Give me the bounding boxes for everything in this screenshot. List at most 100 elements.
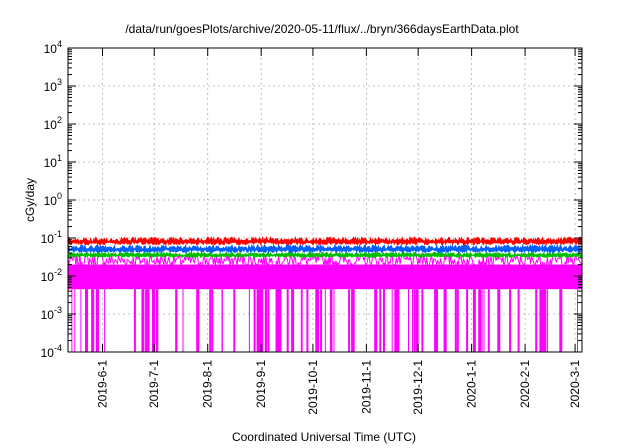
series-dropout [151, 289, 153, 352]
series-dropout [71, 289, 73, 352]
series-dropout [509, 289, 512, 352]
series-dropout [74, 289, 76, 352]
series-dropout [221, 289, 223, 352]
y-tick-label: 10-1 [41, 229, 62, 246]
x-tick-label: 2019-10-1 [306, 360, 320, 415]
x-tick-label: 2019-6-1 [95, 360, 109, 408]
series-dropout [104, 289, 106, 352]
y-axis-label: cGy/day [23, 178, 37, 222]
series-dropout [435, 289, 438, 352]
series-dropout [320, 289, 323, 352]
series-dropout [253, 289, 256, 352]
series-dropout [374, 289, 378, 352]
series-dropout [209, 289, 212, 352]
x-tick-label: 2019-9-1 [254, 360, 268, 408]
series-dropout [147, 289, 150, 352]
series-dropout [351, 289, 353, 352]
series-dropout [559, 289, 563, 352]
series-dropout [413, 289, 416, 352]
y-tick-label: 10-3 [41, 305, 62, 322]
series-dropout [348, 289, 351, 352]
y-tick-label: 104 [44, 39, 62, 56]
chart-title: /data/run/goesPlots/archive/2020-05-11/f… [125, 22, 519, 36]
y-tick-label: 102 [44, 115, 62, 132]
series-dropout [152, 289, 155, 352]
series-dropout [233, 289, 236, 352]
series-dropout [265, 289, 267, 352]
series-dropout [291, 289, 295, 352]
x-tick-label: 2020-3-1 [568, 360, 582, 408]
series-dropout [547, 289, 549, 352]
x-axis: 2019-6-1 2019-7-1 2019-8-1 2019-9-1 2019-10-… [95, 48, 582, 415]
series-dropout [379, 289, 382, 352]
series-dropout [267, 289, 270, 352]
series-dropout [421, 289, 424, 352]
y-tick-label: 10-4 [41, 343, 62, 360]
series-dropout [85, 289, 88, 352]
series-dropout [80, 289, 82, 352]
series-dropout [539, 289, 543, 352]
plot-area [67, 235, 583, 352]
series-dropout [415, 289, 419, 352]
series-dropout [145, 289, 148, 352]
x-tick-label: 2019-12-1 [411, 360, 425, 415]
x-tick-label: 2019-11-1 [359, 360, 373, 414]
y-axis: 10-4 10-3 10-2 10-1 100 101 102 103 104 [41, 39, 582, 360]
series-dropout [443, 289, 446, 352]
series-dropout [91, 289, 95, 352]
series-dropout [454, 289, 457, 352]
series-dropout [301, 289, 303, 352]
series-trace [67, 251, 583, 259]
series-dropout [155, 289, 157, 352]
series-dropout [483, 289, 485, 352]
series-dropout [156, 289, 159, 352]
series-dropout [300, 289, 302, 352]
series-dropout [466, 289, 469, 352]
series-dropout [256, 289, 259, 352]
series-dropout [535, 289, 538, 352]
series-dropout [394, 289, 398, 352]
series-line [67, 252, 583, 269]
series-dropout [577, 289, 578, 352]
y-tick-label: 100 [44, 191, 62, 208]
y-tick-label: 10-2 [41, 267, 62, 284]
x-tick-label: 2020-1-1 [465, 360, 479, 408]
x-axis-label: Coordinated Universal Time (UTC) [232, 430, 416, 444]
series-dropout [306, 289, 309, 352]
series-dropout [286, 289, 289, 352]
series-dropout [478, 289, 482, 352]
series-dropout [497, 289, 501, 352]
y-tick-label: 103 [44, 77, 62, 94]
series-dropout [541, 289, 545, 352]
series-dropout [133, 289, 136, 352]
series-trace [67, 243, 583, 254]
series-dropout [182, 289, 184, 352]
series-dropout [324, 289, 326, 352]
series-dropout [412, 289, 413, 352]
series-dropout [211, 289, 214, 352]
series-dropout [481, 289, 483, 352]
series-dropout [487, 289, 490, 352]
series-dropout [316, 289, 319, 352]
series-dropout [261, 289, 264, 352]
y-tick-label: 101 [44, 153, 62, 170]
series-dropout [391, 289, 393, 352]
series-dropout [329, 289, 332, 352]
series-dropout [175, 289, 178, 352]
series-dropout [333, 289, 335, 352]
series-dropout [351, 289, 355, 352]
series-dropout [259, 289, 263, 352]
series-dropout [396, 289, 400, 352]
x-tick-label: 2019-8-1 [201, 360, 215, 408]
series-band [68, 264, 582, 290]
x-tick-label: 2020-2-1 [518, 360, 532, 408]
x-tick-label: 2019-7-1 [147, 360, 161, 408]
series-dropout [543, 289, 547, 352]
series-dropout [408, 289, 409, 352]
series-dropout [87, 289, 88, 352]
series-dropout [141, 289, 145, 352]
series-dropout [318, 289, 320, 352]
series-dropout [248, 289, 250, 352]
series-dropout [95, 289, 99, 352]
